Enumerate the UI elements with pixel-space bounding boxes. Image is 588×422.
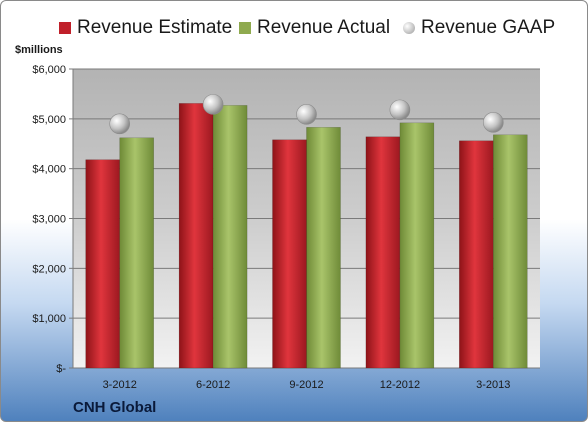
bar-revenue-estimate	[459, 140, 494, 369]
legend: Revenue Estimate Revenue Actual Revenue …	[1, 17, 587, 41]
y-tick-label: $2,000	[32, 263, 66, 275]
bar-revenue-estimate	[85, 159, 120, 369]
marker-revenue-gaap	[296, 104, 317, 125]
legend-swatch-revenue-estimate	[59, 22, 71, 34]
bar-revenue-estimate	[178, 103, 214, 369]
bar-revenue-actual	[399, 122, 435, 369]
y-tick-label: $6,000	[32, 64, 66, 76]
y-tick-label: $4,000	[32, 164, 66, 176]
x-tick-label: 12-2012	[380, 379, 420, 391]
bar-revenue-actual	[306, 127, 341, 369]
bar-revenue-actual	[119, 137, 154, 369]
bar-revenue-estimate	[365, 136, 401, 369]
y-tick-label: $5,000	[32, 114, 66, 126]
marker-revenue-gaap	[389, 99, 411, 121]
x-tick-label: 6-2012	[196, 379, 230, 391]
legend-swatch-revenue-actual	[239, 22, 251, 34]
x-tick-label: 3-2013	[476, 379, 510, 391]
legend-label-revenue-gaap: Revenue GAAP	[421, 17, 556, 38]
bar-revenue-actual	[212, 105, 248, 369]
company-name: CNH Global	[73, 399, 157, 416]
marker-revenue-gaap	[202, 94, 224, 115]
bar-revenue-estimate	[272, 139, 307, 369]
x-tick-label: 9-2012	[289, 379, 323, 391]
y-tick-label: $-	[56, 363, 66, 375]
legend-label-revenue-actual: Revenue Actual	[257, 17, 391, 38]
marker-revenue-gaap	[109, 113, 130, 135]
legend-swatch-revenue-gaap	[403, 22, 415, 34]
y-tick-label: $3,000	[32, 214, 66, 226]
x-tick-label: 3-2012	[103, 379, 137, 391]
y-tick-label: $1,000	[32, 313, 66, 325]
marker-revenue-gaap	[482, 112, 504, 133]
y-axis-unit-label: $millions	[15, 44, 63, 56]
legend-label-revenue-estimate: Revenue Estimate	[77, 17, 233, 38]
bar-revenue-actual	[493, 134, 528, 369]
